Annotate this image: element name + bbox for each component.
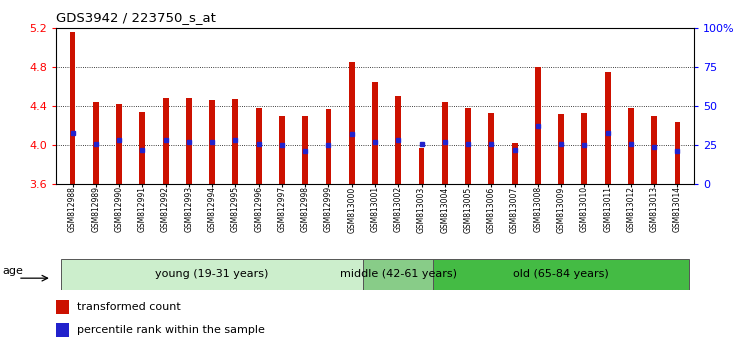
Text: middle (42-61 years): middle (42-61 years) (340, 269, 457, 279)
Text: GSM812992: GSM812992 (161, 186, 170, 232)
Bar (419, 148, 424, 184)
Bar (56, 300, 69, 314)
Text: GSM812988: GSM812988 (68, 186, 77, 232)
Text: age: age (3, 266, 24, 275)
Text: GSM812993: GSM812993 (184, 186, 194, 232)
Text: transformed count: transformed count (76, 302, 181, 312)
Bar (279, 116, 285, 184)
Bar (232, 99, 238, 184)
Text: percentile rank within the sample: percentile rank within the sample (76, 325, 265, 335)
Text: GSM813000: GSM813000 (347, 186, 356, 233)
Bar (56, 323, 69, 337)
Text: GSM812999: GSM812999 (324, 186, 333, 232)
Text: GSM813009: GSM813009 (556, 186, 566, 233)
Text: GSM813010: GSM813010 (580, 186, 589, 232)
Bar (604, 72, 610, 184)
Bar (61, 259, 363, 290)
Bar (209, 101, 215, 184)
Bar (558, 114, 564, 184)
Bar (674, 122, 680, 184)
Bar (488, 113, 494, 184)
Bar (70, 32, 76, 184)
Bar (93, 102, 99, 184)
Text: GSM813013: GSM813013 (650, 186, 658, 232)
Bar (256, 108, 262, 184)
Text: GSM813011: GSM813011 (603, 186, 612, 232)
Text: GSM812995: GSM812995 (231, 186, 240, 232)
Text: GSM813005: GSM813005 (464, 186, 472, 233)
Bar (363, 259, 434, 290)
Text: GSM812996: GSM812996 (254, 186, 263, 232)
Bar (581, 113, 587, 184)
Text: GSM813007: GSM813007 (510, 186, 519, 233)
Bar (442, 102, 448, 184)
Bar (433, 259, 689, 290)
Text: GSM813003: GSM813003 (417, 186, 426, 233)
Bar (326, 109, 332, 184)
Text: GSM812991: GSM812991 (138, 186, 147, 232)
Bar (512, 143, 518, 184)
Text: GDS3942 / 223750_s_at: GDS3942 / 223750_s_at (56, 11, 216, 24)
Bar (349, 62, 355, 184)
Text: GSM813004: GSM813004 (440, 186, 449, 233)
Text: GSM812990: GSM812990 (115, 186, 124, 232)
Text: young (19-31 years): young (19-31 years) (155, 269, 268, 279)
Bar (372, 82, 378, 184)
Text: old (65-84 years): old (65-84 years) (513, 269, 609, 279)
Bar (140, 112, 146, 184)
Text: GSM812998: GSM812998 (301, 186, 310, 232)
Bar (535, 67, 541, 184)
Text: GSM813002: GSM813002 (394, 186, 403, 232)
Bar (186, 98, 192, 184)
Text: GSM812997: GSM812997 (278, 186, 286, 232)
Bar (163, 98, 169, 184)
Text: GSM812989: GSM812989 (92, 186, 100, 232)
Text: GSM813001: GSM813001 (370, 186, 380, 232)
Text: GSM813008: GSM813008 (533, 186, 542, 232)
Text: GSM813006: GSM813006 (487, 186, 496, 233)
Text: GSM813012: GSM813012 (626, 186, 635, 232)
Bar (395, 97, 401, 184)
Text: GSM812994: GSM812994 (208, 186, 217, 232)
Text: GSM813014: GSM813014 (673, 186, 682, 232)
Bar (116, 104, 122, 184)
Bar (651, 116, 657, 184)
Bar (628, 108, 634, 184)
Bar (302, 116, 308, 184)
Bar (465, 108, 471, 184)
